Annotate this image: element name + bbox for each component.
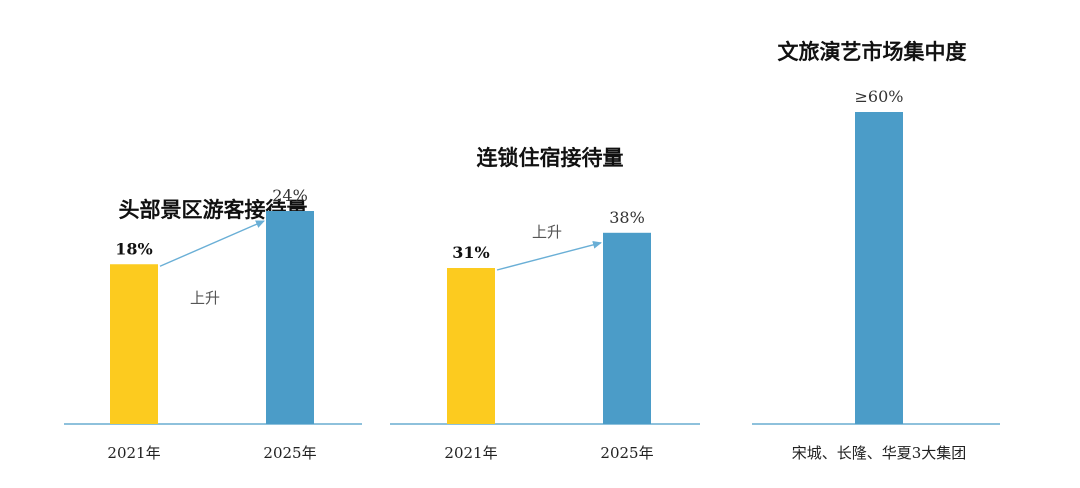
x-tick-label: 2025年 [263, 444, 316, 462]
data-label: 31% [452, 243, 489, 262]
data-label: 38% [609, 208, 645, 227]
bar [447, 268, 495, 424]
x-tick-label: 2021年 [107, 444, 160, 462]
chart-title: 文旅演艺市场集中度 [778, 39, 967, 64]
bar [603, 232, 651, 424]
chart-panel-performing-arts: 文旅演艺市场集中度 ≥60% 宋城、长隆、华夏3大集团 [752, 39, 1000, 462]
x-tick-label: 2025年 [600, 444, 653, 462]
bar [266, 211, 314, 424]
increase-annotation: 上升 [190, 289, 220, 307]
x-tick-label: 宋城、长隆、华夏3大集团 [792, 444, 967, 462]
chart-title: 连锁住宿接待量 [477, 145, 624, 170]
data-label: ≥60% [855, 87, 904, 106]
bar [110, 264, 158, 424]
data-label: 24% [272, 186, 308, 205]
increase-annotation: 上升 [532, 223, 562, 241]
increase-arrow [496, 240, 602, 271]
x-tick-label: 2021年 [444, 444, 497, 462]
data-label: 18% [115, 239, 152, 258]
increase-arrow [159, 220, 265, 267]
bar [855, 112, 903, 424]
chart-panel-chain-lodging: 连锁住宿接待量 31% 2021年 38% 2025年 上升 [390, 145, 700, 462]
